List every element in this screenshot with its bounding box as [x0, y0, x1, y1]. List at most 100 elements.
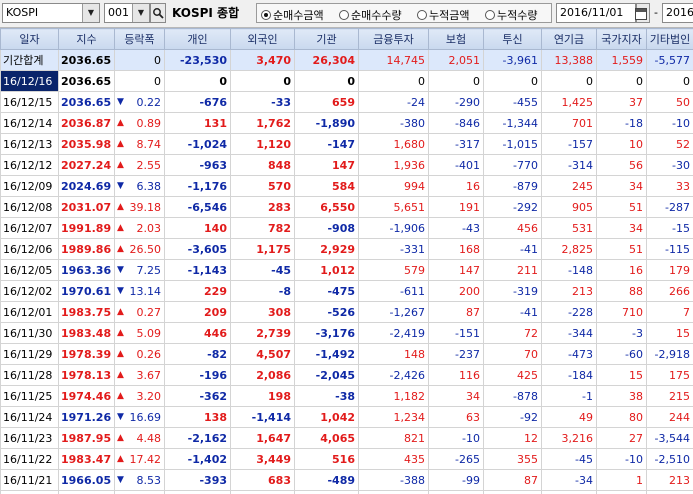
cell-pension: -184 — [541, 364, 597, 386]
radio-net-buy-amount[interactable]: 순매수금액 — [261, 7, 324, 23]
col-header-foreign[interactable]: 외국인 — [230, 28, 295, 50]
cell-date: 16/12/06 — [0, 238, 59, 260]
change-value: 39.18 — [129, 200, 162, 214]
cell-government: -147 — [596, 490, 647, 494]
cell-index: 1978.13 — [58, 364, 115, 386]
table-row[interactable]: 16/12/06 1989.86 ▲ 26.50 -3,605 1,175 2,929 -33… — [0, 238, 693, 260]
cell-insurance: 116 — [428, 364, 484, 386]
col-header-individual[interactable]: 개인 — [164, 28, 231, 50]
cell-pension: -45 — [541, 448, 597, 470]
table-row[interactable]: 16/11/25 1974.46 ▲ 3.20 -362 198 -38 1,182 34 -87… — [0, 385, 693, 407]
cell-investment-trust: -319 — [483, 280, 542, 302]
cell-change: ▲ 39.18 — [114, 196, 165, 218]
cell-other-corp: 215 — [646, 385, 693, 407]
radio-net-buy-quantity[interactable]: 순매수수량 — [339, 7, 402, 23]
cell-individual: -23,530 — [164, 49, 231, 71]
end-date-field[interactable]: 2016/ — [662, 3, 693, 23]
col-header-pension[interactable]: 연기금 — [541, 28, 597, 50]
cell-individual: 138 — [164, 406, 231, 428]
table-row[interactable]: 16/12/01 1983.75 ▲ 0.27 209 308 -526 -1,267 87 -4… — [0, 301, 693, 323]
cell-index: 2027.24 — [58, 154, 115, 176]
cell-investment-trust: 211 — [483, 259, 542, 281]
market-select[interactable]: KOSPI ▼ — [2, 3, 100, 23]
cell-government: -3 — [596, 322, 647, 344]
table-row[interactable]: 16/11/29 1978.39 ▲ 0.26 -82 4,507 -1,492 148 -23… — [0, 343, 693, 365]
cell-government: -18 — [596, 112, 647, 134]
table-row[interactable]: 16/11/22 1983.47 ▲ 17.42 -1,402 3,449 516 435 -2… — [0, 448, 693, 470]
triangle-down-icon: ▼ — [117, 412, 124, 422]
change-value: 3.67 — [136, 368, 162, 382]
cell-financial-investment: -388 — [358, 469, 429, 491]
table-row[interactable]: 16/12/16 2036.65 0 0 0 0 0 0 0 0 0 0 — [0, 70, 693, 92]
cell-insurance: 0 — [428, 70, 484, 92]
cell-other-corp: 33 — [646, 175, 693, 197]
radio-cumulative-amount[interactable]: 누적금액 — [417, 7, 469, 23]
col-header-index[interactable]: 지수 — [58, 28, 115, 50]
cell-foreign: 283 — [230, 196, 295, 218]
triangle-up-icon: ▲ — [117, 244, 124, 254]
summary-row[interactable]: 기간합계 2036.65 0 -23,530 3,470 26,304 14,745 2,05… — [0, 49, 693, 71]
search-button[interactable] — [150, 3, 166, 23]
radio-cumulative-quantity[interactable]: 누적수량 — [485, 7, 537, 23]
cell-individual: -1,024 — [164, 133, 231, 155]
cell-pension: -473 — [541, 343, 597, 365]
table-row[interactable]: 16/12/09 2024.69 ▼ 6.38 -1,176 570 584 994 16 -87… — [0, 175, 693, 197]
cell-government: 56 — [596, 154, 647, 176]
col-header-insurance[interactable]: 보험 — [428, 28, 484, 50]
date-range-separator: - — [654, 6, 658, 19]
cell-change: ▼ 13.14 — [114, 280, 165, 302]
cell-institution: -489 — [294, 469, 359, 491]
table-row[interactable]: 16/11/23 1987.95 ▲ 4.48 -2,162 1,647 4,065 821-… — [0, 427, 693, 449]
change-value: 4.48 — [136, 431, 162, 445]
cell-institution: 1,042 — [294, 406, 359, 428]
table-row[interactable]: 16/12/08 2031.07 ▲ 39.18 -6,546 283 6,550 5,651… — [0, 196, 693, 218]
cell-date: 16/12/12 — [0, 154, 59, 176]
table-row[interactable]: 16/12/14 2036.87 ▲ 0.89 131 1,762 -1,890 -380 -8… — [0, 112, 693, 134]
table-row[interactable]: 16/11/21 1966.05 ▼ 8.53 -393 683 -489 -388 -99 87… — [0, 469, 693, 491]
cell-individual: -362 — [164, 385, 231, 407]
col-header-change[interactable]: 등락폭 — [114, 28, 165, 50]
col-header-institution[interactable]: 기관 — [294, 28, 359, 50]
col-header-investment-trust[interactable]: 투신 — [483, 28, 542, 50]
cell-individual: 131 — [164, 112, 231, 134]
table-row[interactable]: 16/12/15 2036.65 ▼ 0.22 -676 -33 659 -24 -290 -45… — [0, 91, 693, 113]
cell-foreign: 1,120 — [230, 133, 295, 155]
cell-index: 1966.05 — [58, 469, 115, 491]
chevron-down-icon[interactable]: ▼ — [132, 4, 149, 22]
chevron-down-icon[interactable]: ▼ — [82, 4, 99, 22]
cell-index: 1974.58 — [58, 490, 115, 494]
cell-change: ▲ 5.09 — [114, 322, 165, 344]
table-row[interactable]: 16/11/24 1971.26 ▼ 16.69 138 -1,414 1,042 1,234… — [0, 406, 693, 428]
cell-financial-investment: 5,651 — [358, 196, 429, 218]
start-date-calendar-button[interactable] — [635, 3, 650, 23]
table-row[interactable]: 16/11/28 1978.13 ▲ 3.67 -196 2,086 -2,045 -2,42… — [0, 364, 693, 386]
table-row[interactable]: 16/12/05 1963.36 ▼ 7.25 -1,143 -45 1,012 579 147… — [0, 259, 693, 281]
code-select[interactable]: 001 ▼ — [104, 3, 150, 23]
table-row[interactable]: 16/12/12 2027.24 ▲ 2.55 -963 848 147 1,936 -401-… — [0, 154, 693, 176]
start-date-field[interactable]: 2016/11/01 — [556, 3, 636, 23]
cell-financial-investment: 579 — [358, 259, 429, 281]
col-header-financial-investment[interactable]: 금융투자 — [358, 28, 429, 50]
triangle-down-icon: ▼ — [117, 97, 124, 107]
cell-investment-trust: 12 — [483, 427, 542, 449]
cell-index: 1971.26 — [58, 406, 115, 428]
table-row[interactable]: 16/11/30 1983.48 ▲ 5.09 446 2,739 -3,176 -2,419… — [0, 322, 693, 344]
cell-other-corp: 0 — [646, 70, 693, 92]
cell-government: 51 — [596, 196, 647, 218]
table-row[interactable]: 16/12/07 1991.89 ▲ 2.03 140 782 -908 -1,906 -43 4… — [0, 217, 693, 239]
table-row[interactable]: 16/12/02 1970.61 ▼ 13.14 229 -8 -475 -611 200 -31… — [0, 280, 693, 302]
col-header-date[interactable]: 일자 — [0, 28, 59, 50]
cell-institution: 516 — [294, 448, 359, 470]
col-header-government[interactable]: 국가지자 — [596, 28, 647, 50]
cell-pension: 49 — [541, 406, 597, 428]
table-row[interactable]: 16/11/181974.58▼5.972,349614-3,309-2,389… — [0, 490, 693, 494]
cell-investment-trust: 87 — [483, 469, 542, 491]
cell-pension: 531 — [541, 217, 597, 239]
cell-date: 16/11/22 — [0, 448, 59, 470]
table-row[interactable]: 16/12/13 2035.98 ▲ 8.74 -1,024 1,120 -147 1,680… — [0, 133, 693, 155]
col-header-other-corp[interactable]: 기타법인 — [646, 28, 693, 50]
cell-government: 10 — [596, 133, 647, 155]
cell-investment-trust: 0 — [483, 70, 542, 92]
cell-foreign: 2,086 — [230, 364, 295, 386]
cell-insurance: -265 — [428, 448, 484, 470]
